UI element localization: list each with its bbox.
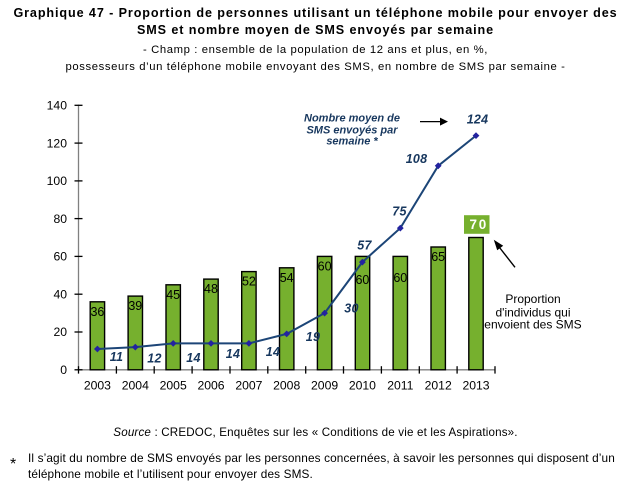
svg-text:0: 0 (60, 363, 67, 377)
svg-text:52: 52 (242, 275, 256, 289)
svg-text:Proportion: Proportion (505, 292, 560, 306)
svg-text:SMS envoyés par: SMS envoyés par (306, 125, 398, 137)
svg-text:39: 39 (128, 299, 142, 313)
svg-text:2010: 2010 (349, 378, 376, 392)
svg-text:11: 11 (110, 350, 123, 364)
svg-text:Nombre moyen de: Nombre moyen de (304, 113, 400, 125)
svg-text:2003: 2003 (84, 378, 111, 392)
svg-text:envoient des SMS: envoient des SMS (484, 318, 581, 332)
svg-text:2011: 2011 (387, 378, 413, 392)
svg-text:12: 12 (147, 352, 161, 366)
svg-text:75: 75 (392, 205, 407, 219)
svg-text:60: 60 (355, 273, 369, 287)
svg-text:40: 40 (53, 287, 67, 301)
svg-text:108: 108 (406, 152, 428, 166)
svg-text:140: 140 (47, 99, 68, 113)
svg-text:14: 14 (186, 351, 200, 365)
svg-text:2005: 2005 (160, 378, 187, 392)
svg-text:14: 14 (266, 345, 280, 359)
svg-text:45: 45 (166, 288, 180, 302)
svg-text:7: 7 (470, 217, 478, 232)
svg-text:2008: 2008 (273, 378, 300, 392)
svg-text:19: 19 (306, 330, 320, 344)
svg-text:54: 54 (280, 271, 294, 285)
svg-text:2007: 2007 (235, 378, 262, 392)
svg-text:120: 120 (47, 136, 68, 150)
svg-text:2006: 2006 (197, 378, 224, 392)
svg-text:30: 30 (344, 302, 358, 316)
svg-text:124: 124 (467, 113, 489, 127)
svg-text:80: 80 (53, 212, 67, 226)
svg-text:2009: 2009 (311, 378, 338, 392)
svg-text:48: 48 (204, 282, 218, 296)
svg-text:36: 36 (90, 305, 104, 319)
svg-text:2004: 2004 (122, 378, 149, 392)
svg-text:60: 60 (53, 250, 67, 264)
svg-text:57: 57 (357, 239, 372, 253)
svg-text:d'individus qui: d'individus qui (495, 305, 570, 319)
svg-text:0: 0 (479, 217, 487, 232)
svg-text:2012: 2012 (425, 378, 452, 392)
svg-text:semaine *: semaine * (326, 136, 378, 148)
svg-text:2013: 2013 (462, 378, 489, 392)
svg-text:60: 60 (393, 271, 407, 285)
svg-text:60: 60 (318, 259, 332, 273)
svg-text:65: 65 (431, 250, 445, 264)
svg-text:20: 20 (53, 325, 67, 339)
svg-text:14: 14 (226, 347, 240, 361)
svg-text:100: 100 (47, 174, 68, 188)
